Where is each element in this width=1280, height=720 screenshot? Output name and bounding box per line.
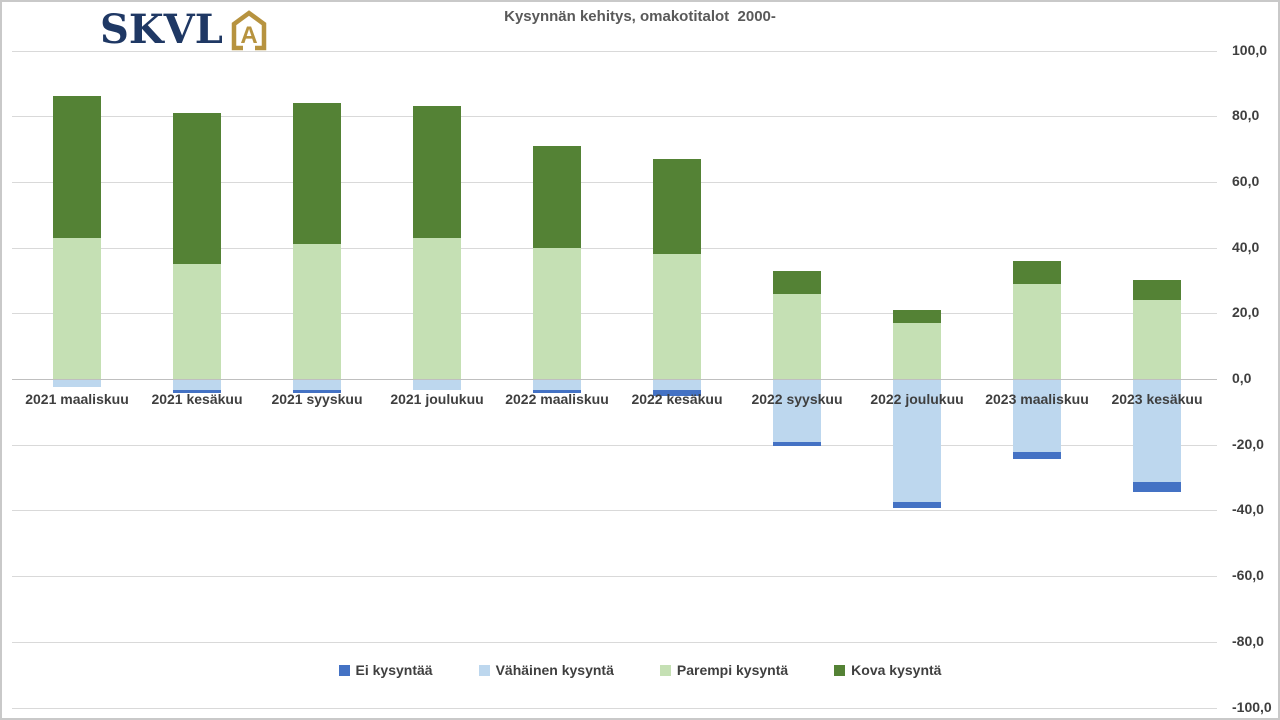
bar-segment <box>53 238 101 379</box>
house-a-icon: A <box>231 10 267 51</box>
bar-segment <box>293 380 341 390</box>
x-axis-category-label: 2022 syyskuu <box>751 391 843 407</box>
bar-segment <box>653 380 701 390</box>
bar-segment <box>653 390 701 396</box>
bar-segment <box>533 248 581 379</box>
legend-item: Parempi kysyntä <box>659 662 789 678</box>
x-axis-category-label: 2021 maaliskuu <box>25 391 129 407</box>
x-axis-category-label: 2022 maaliskuu <box>505 391 609 407</box>
y-axis-tick-label: -40,0 <box>1232 501 1264 517</box>
bar-segment <box>293 390 341 393</box>
bar-segment <box>1013 284 1061 379</box>
bar-segment <box>533 146 581 248</box>
bar-segment <box>773 271 821 294</box>
bar-segment <box>773 380 821 442</box>
x-axis-category-label: 2022 kesäkuu <box>631 391 723 407</box>
bar-segment <box>173 264 221 379</box>
gridline <box>12 313 1217 314</box>
x-axis-category-label: 2021 syyskuu <box>271 391 363 407</box>
bar-segment <box>653 254 701 379</box>
bar-segment <box>173 113 221 264</box>
bar-segment <box>53 380 101 387</box>
gridline <box>12 51 1217 52</box>
bar-segment <box>413 238 461 379</box>
bar-segment <box>413 380 461 390</box>
bar-segment <box>653 159 701 254</box>
bar-segment <box>1133 380 1181 482</box>
y-axis-tick-label: 20,0 <box>1232 304 1260 320</box>
bar-segment <box>413 106 461 238</box>
zero-gridline <box>12 379 1217 380</box>
skvl-logo: SKVL A <box>100 8 270 52</box>
gridline <box>12 642 1217 643</box>
x-axis-category-label: 2023 maaliskuu <box>985 391 1089 407</box>
legend-swatch <box>834 664 846 676</box>
legend-swatch <box>478 664 490 676</box>
x-axis-category-label: 2023 kesäkuu <box>1111 391 1203 407</box>
legend-item: Ei kysyntää <box>338 662 433 678</box>
gridline <box>12 116 1217 117</box>
bar-segment <box>893 310 941 323</box>
legend-swatch <box>659 664 671 676</box>
bar-segment <box>773 294 821 379</box>
bar-segment <box>533 390 581 393</box>
bar-segment <box>1013 261 1061 284</box>
gridline <box>12 576 1217 577</box>
bar-segment <box>53 96 101 238</box>
bar-segment <box>893 380 941 502</box>
legend-item: Vähäinen kysyntä <box>478 662 614 678</box>
legend-label: Vähäinen kysyntä <box>495 662 614 678</box>
y-axis-tick-label: 100,0 <box>1232 42 1268 58</box>
skvl-logo-text: SKVL <box>100 6 223 53</box>
x-axis-category-label: 2021 kesäkuu <box>151 391 243 407</box>
bar-segment <box>1133 280 1181 300</box>
y-axis-tick-label: 0,0 <box>1232 370 1252 386</box>
y-axis-tick-label: 60,0 <box>1232 173 1260 189</box>
bar-segment <box>1013 452 1061 459</box>
x-axis-category-label: 2022 joulukuu <box>870 391 964 407</box>
bar-segment <box>293 244 341 379</box>
bar-segment <box>533 380 581 390</box>
bar-segment <box>293 103 341 244</box>
legend-item: Kova kysyntä <box>834 662 941 678</box>
legend-label: Parempi kysyntä <box>676 662 789 678</box>
x-axis-category-label: 2021 joulukuu <box>390 391 484 407</box>
bar-segment <box>1133 482 1181 492</box>
gridline <box>12 248 1217 249</box>
svg-text:A: A <box>240 22 257 49</box>
gridline <box>12 445 1217 446</box>
legend: Ei kysyntää Vähäinen kysyntä Parempi kysyn… <box>2 662 1278 678</box>
y-axis-tick-label: 40,0 <box>1232 239 1260 255</box>
y-axis-tick-label: -60,0 <box>1232 567 1264 583</box>
bar-segment <box>173 390 221 393</box>
chart-title: Kysynnän kehitys, omakotitalot 2000- <box>504 8 776 25</box>
y-axis-tick-label: -100,0 <box>1232 699 1272 715</box>
legend-label: Ei kysyntää <box>355 662 433 678</box>
bar-segment <box>773 442 821 446</box>
gridline <box>12 182 1217 183</box>
bar-segment <box>893 323 941 379</box>
bar-segment <box>1013 380 1061 452</box>
legend-swatch <box>338 664 350 676</box>
gridline <box>12 510 1217 511</box>
y-axis-tick-label: -20,0 <box>1232 436 1264 452</box>
y-axis-tick-label: 80,0 <box>1232 107 1260 123</box>
gridline <box>12 708 1217 709</box>
bar-segment <box>893 502 941 508</box>
legend-label: Kova kysyntä <box>851 662 942 678</box>
bar-segment <box>173 380 221 390</box>
bar-segment <box>1133 300 1181 379</box>
y-axis-tick-label: -80,0 <box>1232 633 1264 649</box>
